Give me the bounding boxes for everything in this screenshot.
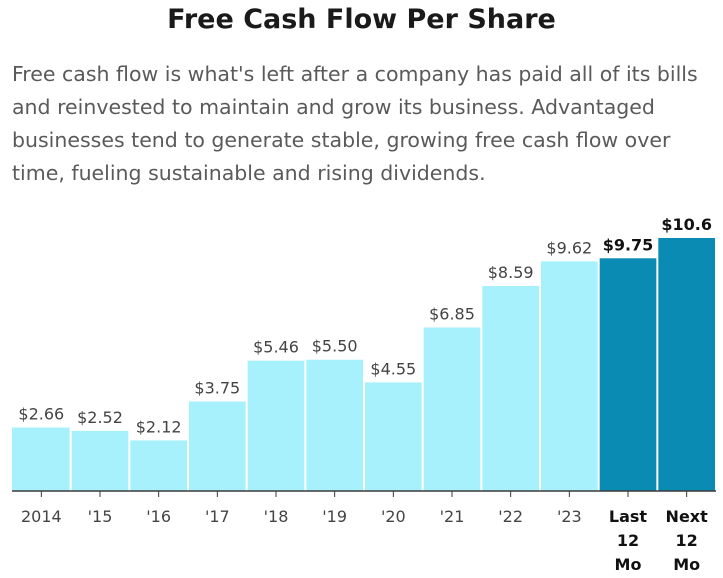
x-tick-label-6: '20 [381, 507, 406, 526]
bar-value-label-6: $4.55 [370, 359, 416, 378]
chart-title: Free Cash Flow Per Share [167, 4, 556, 35]
x-tick-labels-group: 2014 '15 '16 '17 '18 '19 '20 '21 '22 '23 Last 12 Mo N… [21, 507, 708, 574]
x-tick-label-4: '18 [264, 507, 289, 526]
x-tick-label-5: '19 [322, 507, 347, 526]
bars-group [12, 238, 715, 491]
x-tick-label-3: '17 [205, 507, 230, 526]
bar-value-label-2: $2.12 [136, 417, 182, 436]
bar-1 [71, 430, 129, 491]
chart-subtitle: Free cash flow is what's left after a co… [12, 62, 698, 185]
bar-4 [247, 360, 305, 491]
x-tick-label-8: '22 [498, 507, 523, 526]
x-tick-label-10: Last 12 Mo [609, 507, 648, 574]
bar-value-label-9: $9.62 [546, 238, 592, 257]
bar-5 [306, 359, 363, 491]
bar-9 [541, 261, 598, 491]
bar-7 [423, 327, 481, 491]
bar-value-label-0: $2.66 [18, 405, 64, 424]
bar-8 [482, 285, 539, 491]
bar-value-label-7: $6.85 [429, 305, 475, 324]
bar-value-label-10: $9.75 [603, 235, 654, 254]
x-tick-label-7: '21 [440, 507, 465, 526]
bar-value-label-5: $5.50 [312, 337, 358, 356]
bar-11 [658, 238, 715, 491]
bar-value-label-8: $8.59 [488, 263, 534, 282]
bar-0 [12, 427, 70, 491]
x-tick-label-2: '16 [146, 507, 171, 526]
x-tick-label-0: 2014 [21, 507, 62, 526]
x-ticks-group [40, 491, 688, 497]
x-tick-label-9: '23 [557, 507, 582, 526]
bar-value-label-4: $5.46 [253, 338, 299, 357]
x-tick-label-1: '15 [88, 507, 113, 526]
value-labels-group: $2.66 $2.52 $2.12 $3.75 $5.46 $5.50 $4.55 $6.85… [18, 215, 712, 436]
x-tick-label-11: Next 12 Mo [666, 507, 709, 574]
bar-value-label-11: $10.6 [661, 215, 712, 234]
bar-3 [189, 401, 246, 491]
bar-10 [599, 258, 657, 491]
bar-value-label-3: $3.75 [194, 379, 240, 398]
bar-value-label-1: $2.52 [77, 408, 123, 427]
bar-6 [365, 382, 422, 491]
bar-2 [130, 440, 187, 491]
